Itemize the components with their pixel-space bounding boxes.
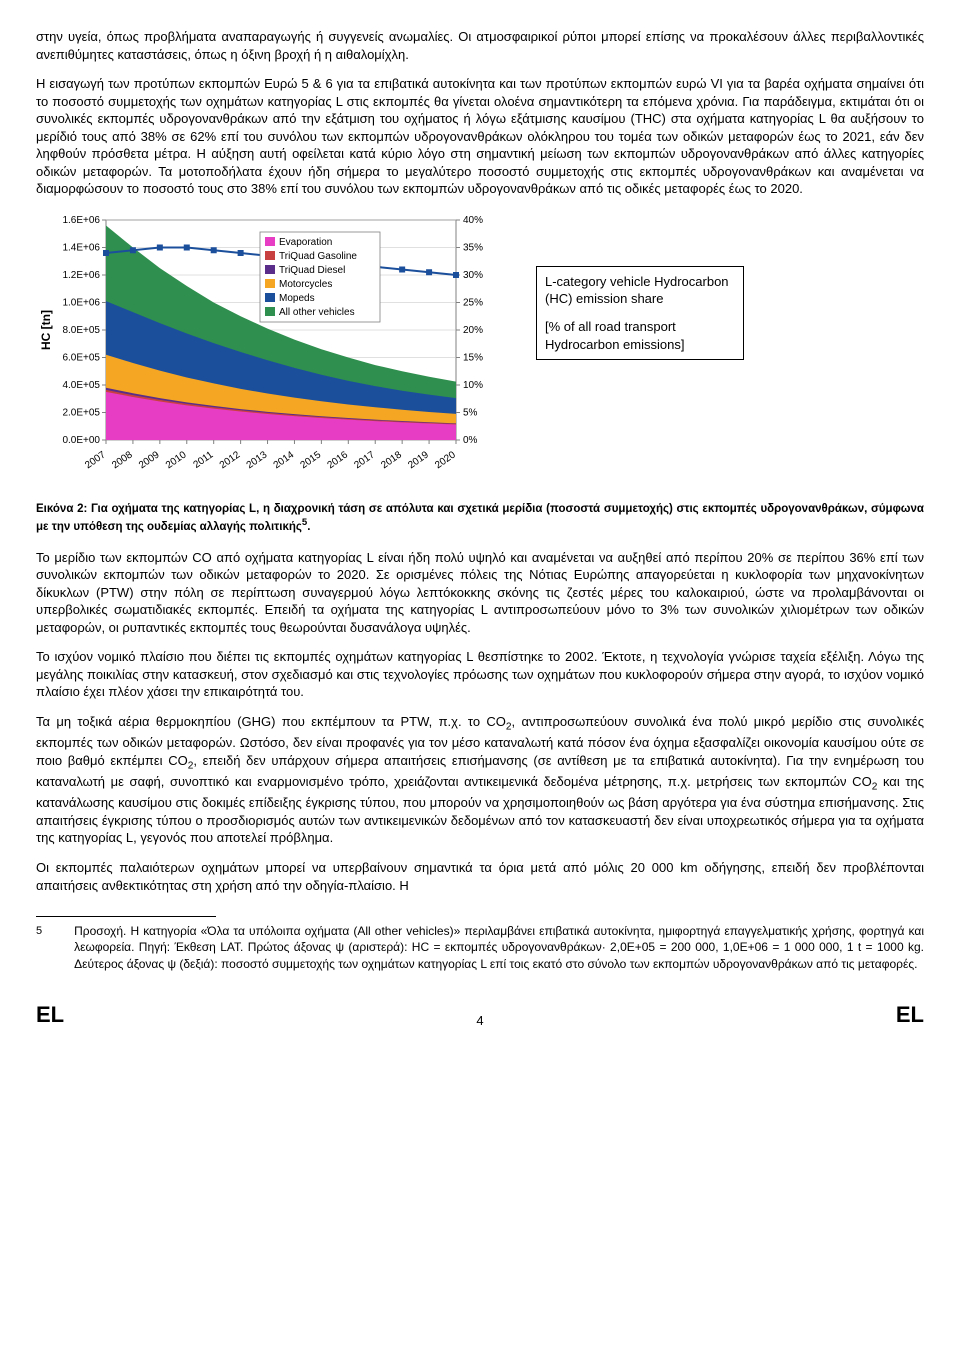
svg-text:2010: 2010	[164, 449, 189, 471]
svg-text:20%: 20%	[463, 325, 483, 336]
footnote-rule	[36, 916, 216, 917]
svg-text:0%: 0%	[463, 435, 478, 446]
svg-text:Motorcycles: Motorcycles	[279, 279, 332, 290]
footnote-5: 5 Προσοχή. Η κατηγορία «Όλα τα υπόλοιπα …	[36, 923, 924, 972]
svg-text:2011: 2011	[191, 449, 215, 471]
svg-text:40%: 40%	[463, 215, 483, 226]
svg-text:1.4E+06: 1.4E+06	[62, 242, 100, 253]
footer-page-number: 4	[476, 1012, 483, 1030]
svg-text:2009: 2009	[137, 449, 162, 471]
hc-emissions-chart: 0.0E+00 2.0E+05 4.0E+05 6.0E+05 8.0E+05 1.0E+…	[36, 210, 516, 490]
svg-text:2016: 2016	[325, 449, 350, 471]
svg-text:2013: 2013	[245, 449, 270, 471]
para-1: στην υγεία, όπως προβλήματα αναπαραγωγής…	[36, 28, 924, 63]
annotation-line-2: [% of all road transport Hydrocarbon emi…	[545, 318, 735, 353]
svg-text:10%: 10%	[463, 380, 483, 391]
footer-right: EL	[896, 1000, 924, 1030]
svg-text:5%: 5%	[463, 407, 478, 418]
svg-text:2015: 2015	[299, 449, 324, 471]
annotation-line-1: L-category vehicle Hydrocarbon (HC) emis…	[545, 273, 735, 308]
svg-text:2014: 2014	[272, 449, 297, 471]
svg-text:2.0E+05: 2.0E+05	[62, 407, 100, 418]
svg-text:Mopeds: Mopeds	[279, 293, 315, 304]
figure-2-caption: Εικόνα 2: Για οχήματα της κατηγορίας L, …	[36, 502, 924, 535]
svg-text:2018: 2018	[379, 449, 404, 471]
svg-text:4.0E+05: 4.0E+05	[62, 380, 100, 391]
svg-text:2008: 2008	[110, 449, 135, 471]
footer-left: EL	[36, 1000, 64, 1030]
svg-text:2019: 2019	[406, 449, 431, 471]
para-6: Οι εκπομπές παλαιότερων οχημάτων μπορεί …	[36, 859, 924, 894]
svg-text:25%: 25%	[463, 297, 483, 308]
para-4: Το ισχύον νομικό πλαίσιο που διέπει τις …	[36, 648, 924, 701]
svg-text:1.0E+06: 1.0E+06	[62, 297, 100, 308]
para-2: Η εισαγωγή των προτύπων εκπομπών Ευρώ 5 …	[36, 75, 924, 198]
svg-text:30%: 30%	[463, 270, 483, 281]
svg-text:2017: 2017	[352, 449, 377, 471]
svg-text:2012: 2012	[218, 449, 243, 471]
svg-text:1.6E+06: 1.6E+06	[62, 215, 100, 226]
figure-2: 0.0E+00 2.0E+05 4.0E+05 6.0E+05 8.0E+05 1.0E+…	[36, 210, 924, 490]
svg-text:15%: 15%	[463, 352, 483, 363]
footnote-text: Προσοχή. Η κατηγορία «Όλα τα υπόλοιπα οχ…	[74, 923, 924, 972]
svg-text:All other vehicles: All other vehicles	[279, 307, 355, 318]
svg-text:8.0E+05: 8.0E+05	[62, 325, 100, 336]
svg-text:Evaporation: Evaporation	[279, 237, 332, 248]
chart-annotation-box: L-category vehicle Hydrocarbon (HC) emis…	[536, 266, 744, 360]
footnote-number: 5	[36, 923, 42, 972]
svg-text:1.2E+06: 1.2E+06	[62, 270, 100, 281]
para-3: Το μερίδιο των εκπομπών CO από οχήματα κ…	[36, 549, 924, 637]
svg-text:2007: 2007	[83, 449, 108, 471]
svg-text:HC [tn]: HC [tn]	[39, 310, 53, 350]
svg-text:TriQuad Gasoline: TriQuad Gasoline	[279, 251, 357, 262]
svg-text:2020: 2020	[433, 449, 458, 471]
page-footer: EL 4 EL	[36, 1000, 924, 1030]
svg-text:35%: 35%	[463, 242, 483, 253]
svg-text:0.0E+00: 0.0E+00	[62, 435, 100, 446]
svg-text:TriQuad Diesel: TriQuad Diesel	[279, 265, 345, 276]
para-5: Τα μη τοξικά αέρια θερμοκηπίου (GHG) που…	[36, 713, 924, 847]
svg-text:6.0E+05: 6.0E+05	[62, 352, 100, 363]
